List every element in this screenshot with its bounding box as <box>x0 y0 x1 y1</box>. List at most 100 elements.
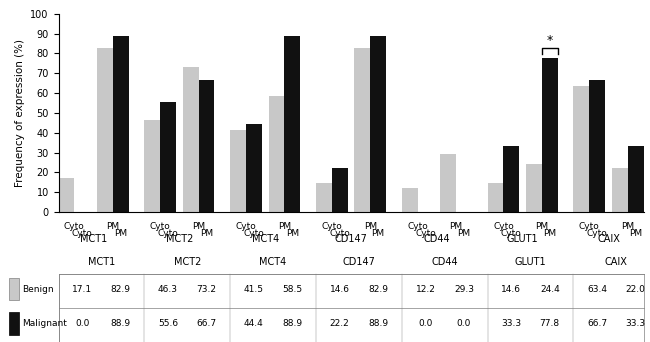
Text: PM: PM <box>449 222 463 231</box>
Text: 66.7: 66.7 <box>196 319 216 328</box>
Text: 73.2: 73.2 <box>196 285 216 293</box>
Text: 0.0: 0.0 <box>75 319 90 328</box>
Text: Cyto: Cyto <box>72 229 92 238</box>
Text: *: * <box>547 34 553 47</box>
Text: 0.0: 0.0 <box>419 319 433 328</box>
Text: 88.9: 88.9 <box>282 319 302 328</box>
Text: PM: PM <box>192 222 205 231</box>
Text: 82.9: 82.9 <box>368 285 388 293</box>
Text: CAIX: CAIX <box>605 257 628 267</box>
Text: 22.0: 22.0 <box>626 285 645 293</box>
Y-axis label: Frequency of expression (%): Frequency of expression (%) <box>15 39 25 187</box>
Text: PM: PM <box>286 229 299 238</box>
Text: 41.5: 41.5 <box>244 285 264 293</box>
Text: CD44: CD44 <box>424 234 450 244</box>
Bar <box>370 36 386 212</box>
Text: 24.4: 24.4 <box>540 285 560 293</box>
Text: MCT2: MCT2 <box>174 257 201 267</box>
Bar <box>97 48 112 212</box>
Text: 46.3: 46.3 <box>158 285 178 293</box>
Bar <box>590 80 605 212</box>
Bar <box>542 58 558 212</box>
Bar <box>316 183 332 212</box>
Text: 55.6: 55.6 <box>158 319 178 328</box>
Text: Cyto: Cyto <box>330 229 350 238</box>
Bar <box>112 36 129 212</box>
Bar <box>488 183 504 212</box>
Text: PM: PM <box>363 222 377 231</box>
Text: Cyto: Cyto <box>64 222 84 231</box>
Text: 82.9: 82.9 <box>111 285 131 293</box>
Bar <box>332 168 348 212</box>
Text: PM: PM <box>536 222 549 231</box>
Text: CD147: CD147 <box>335 234 367 244</box>
Text: 63.4: 63.4 <box>587 285 607 293</box>
Bar <box>628 146 644 212</box>
Text: Malignant: Malignant <box>21 319 66 328</box>
Text: 22.2: 22.2 <box>330 319 350 328</box>
Bar <box>612 168 628 212</box>
Bar <box>440 154 456 212</box>
Text: 29.3: 29.3 <box>454 285 474 293</box>
Bar <box>230 130 246 212</box>
Text: Cyto: Cyto <box>158 229 178 238</box>
Bar <box>284 36 300 212</box>
Bar <box>8 278 20 300</box>
Bar <box>144 120 160 212</box>
Text: MCT1: MCT1 <box>88 257 115 267</box>
Text: 77.8: 77.8 <box>540 319 560 328</box>
Text: Cyto: Cyto <box>244 229 265 238</box>
Text: 17.1: 17.1 <box>72 285 92 293</box>
Bar <box>8 313 20 334</box>
Bar <box>198 80 214 212</box>
Bar <box>183 67 198 212</box>
Text: 33.3: 33.3 <box>501 319 521 328</box>
Bar <box>526 163 542 212</box>
Text: Cyto: Cyto <box>322 222 342 231</box>
Text: GLUT1: GLUT1 <box>507 234 538 244</box>
Text: PM: PM <box>106 222 119 231</box>
Text: Cyto: Cyto <box>415 229 436 238</box>
Text: 12.2: 12.2 <box>415 285 436 293</box>
Text: CAIX: CAIX <box>597 234 620 244</box>
Text: MCT1: MCT1 <box>80 234 107 244</box>
Text: PM: PM <box>114 229 127 238</box>
Text: PM: PM <box>200 229 213 238</box>
Bar <box>504 146 519 212</box>
Bar <box>246 124 262 212</box>
Text: 14.6: 14.6 <box>501 285 521 293</box>
Text: MCT4: MCT4 <box>259 257 287 267</box>
Bar <box>354 48 370 212</box>
Text: CD44: CD44 <box>432 257 458 267</box>
Bar <box>268 96 284 212</box>
Text: 88.9: 88.9 <box>111 319 131 328</box>
Text: 33.3: 33.3 <box>625 319 645 328</box>
Text: Cyto: Cyto <box>501 229 522 238</box>
Text: 14.6: 14.6 <box>330 285 350 293</box>
Text: 0.0: 0.0 <box>457 319 471 328</box>
Text: PM: PM <box>372 229 385 238</box>
Text: Cyto: Cyto <box>235 222 256 231</box>
Text: MCT4: MCT4 <box>252 234 279 244</box>
Text: Cyto: Cyto <box>150 222 170 231</box>
Bar <box>573 86 590 212</box>
Text: Cyto: Cyto <box>493 222 514 231</box>
Text: Cyto: Cyto <box>587 229 608 238</box>
Text: 44.4: 44.4 <box>244 319 264 328</box>
Text: Cyto: Cyto <box>408 222 428 231</box>
Text: 66.7: 66.7 <box>587 319 607 328</box>
Text: PM: PM <box>458 229 471 238</box>
Text: PM: PM <box>629 229 642 238</box>
Text: 58.5: 58.5 <box>282 285 302 293</box>
Bar <box>58 178 74 212</box>
Text: Benign: Benign <box>21 285 53 293</box>
Text: PM: PM <box>621 222 634 231</box>
Text: 88.9: 88.9 <box>368 319 388 328</box>
Text: MCT2: MCT2 <box>166 234 193 244</box>
Bar <box>402 188 418 212</box>
Text: PM: PM <box>543 229 556 238</box>
Text: PM: PM <box>278 222 291 231</box>
Bar <box>160 102 176 212</box>
Text: GLUT1: GLUT1 <box>515 257 547 267</box>
Text: CD147: CD147 <box>343 257 375 267</box>
